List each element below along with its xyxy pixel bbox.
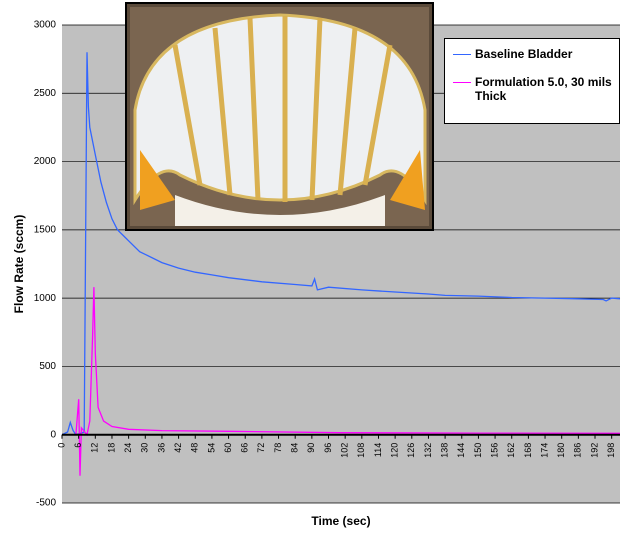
x-tick-label: 132 bbox=[423, 443, 433, 458]
page: {"chart_data": {"type": "line", "y_label… bbox=[0, 0, 626, 538]
legend-swatch bbox=[453, 82, 471, 83]
x-tick-label: 144 bbox=[456, 443, 466, 458]
x-tick-label: 126 bbox=[406, 443, 416, 458]
x-tick-label: 156 bbox=[489, 443, 499, 458]
y-tick-label: 2000 bbox=[34, 156, 57, 167]
x-tick-label: 12 bbox=[90, 443, 100, 453]
x-tick-label: 96 bbox=[323, 443, 333, 453]
y-tick-label: -500 bbox=[36, 498, 56, 509]
x-tick-label: 90 bbox=[306, 443, 316, 453]
x-axis-title: Time (sec) bbox=[311, 514, 370, 528]
x-tick-label: 6 bbox=[73, 443, 83, 448]
y-tick-label: 2500 bbox=[34, 88, 57, 99]
x-tick-label: 66 bbox=[240, 443, 250, 453]
x-tick-label: 174 bbox=[539, 443, 549, 458]
y-tick-label: 3000 bbox=[34, 20, 57, 31]
y-tick-label: 500 bbox=[39, 361, 56, 372]
y-tick-label: 1000 bbox=[34, 293, 57, 304]
x-tick-label: 36 bbox=[156, 443, 166, 453]
x-tick-label: 108 bbox=[356, 443, 366, 458]
x-tick-label: 186 bbox=[573, 443, 583, 458]
x-tick-label: 114 bbox=[373, 443, 383, 457]
x-tick-label: 42 bbox=[173, 443, 183, 453]
x-tick-label: 84 bbox=[290, 443, 300, 453]
x-tick-label: 162 bbox=[506, 443, 516, 458]
legend: Baseline Bladder Formulation 5.0, 30 mils… bbox=[444, 38, 620, 124]
legend-label: Baseline Bladder bbox=[475, 47, 613, 61]
y-axis-title: Flow Rate (sccm) bbox=[12, 215, 26, 314]
x-tick-label: 102 bbox=[340, 443, 350, 458]
inset-photo bbox=[126, 3, 433, 230]
x-tick-label: 138 bbox=[439, 443, 449, 458]
x-tick-label: 30 bbox=[140, 443, 150, 453]
legend-item: Baseline Bladder bbox=[453, 47, 613, 61]
x-tick-label: 54 bbox=[206, 443, 216, 453]
legend-item: Formulation 5.0, 30 mils Thick bbox=[453, 75, 613, 103]
x-tick-label: 0 bbox=[56, 443, 66, 448]
legend-swatch bbox=[453, 54, 471, 55]
x-tick-label: 198 bbox=[606, 443, 616, 458]
x-tick-label: 48 bbox=[190, 443, 200, 453]
x-tick-label: 78 bbox=[273, 443, 283, 453]
x-tick-label: 180 bbox=[556, 443, 566, 458]
x-tick-label: 24 bbox=[123, 443, 133, 453]
x-tick-label: 120 bbox=[390, 443, 400, 458]
y-tick-label: 0 bbox=[50, 429, 56, 440]
legend-label: Formulation 5.0, 30 mils Thick bbox=[475, 75, 613, 103]
x-tick-label: 18 bbox=[106, 443, 116, 453]
x-tick-label: 192 bbox=[589, 443, 599, 458]
x-tick-label: 168 bbox=[523, 443, 533, 458]
x-tick-label: 60 bbox=[223, 443, 233, 453]
x-tick-label: 150 bbox=[473, 443, 483, 458]
y-tick-label: 1500 bbox=[34, 224, 57, 235]
x-tick-label: 72 bbox=[256, 443, 266, 453]
